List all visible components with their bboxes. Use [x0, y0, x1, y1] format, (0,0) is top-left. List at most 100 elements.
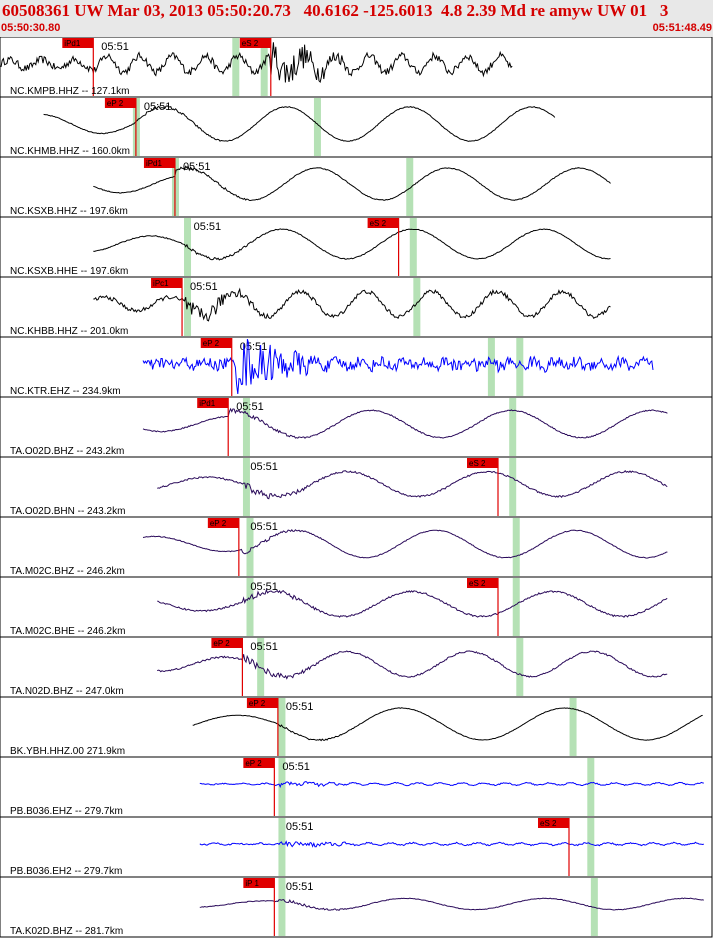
pick-label: iP 1: [245, 879, 259, 888]
pick-box: [243, 758, 275, 768]
time-window-shade: [516, 338, 524, 396]
pick-box: [467, 578, 498, 588]
time-window-shade: [512, 518, 520, 576]
station-label: NC.KHMB.HHZ -- 160.0km: [10, 146, 130, 157]
station-label: TA.M02C.BHZ -- 246.2km: [10, 566, 125, 577]
pick-label: iPd1: [146, 159, 163, 168]
pick-box: [243, 878, 275, 888]
pick-box: [239, 38, 271, 48]
minute-label: 05:51: [194, 221, 222, 233]
pick-box: [467, 458, 498, 468]
pick-box: [62, 38, 94, 48]
trace-panel: 05:51 eP 2 TA.N02D.BHZ -- 247.0km: [0, 636, 713, 698]
waveform-trace: [157, 588, 668, 618]
minute-label: 05:51: [282, 761, 310, 773]
station-label: TA.K02D.BHZ -- 281.7km: [10, 926, 123, 937]
trace-panel: 05:51 iPc1 NC.KHBB.HHZ -- 201.0km: [0, 276, 713, 338]
panel-frame: [0, 876, 713, 938]
pick-label: eP 2: [107, 99, 124, 108]
time-window-shade: [246, 518, 254, 576]
trace-panel: 05:51 eS 2 TA.M02C.BHE -- 246.2km: [0, 576, 713, 638]
pick-box: [538, 818, 569, 828]
station-label: TA.N02D.BHZ -- 247.0km: [10, 686, 124, 697]
waveform-trace: [199, 781, 704, 788]
trace-panel: 05:51 iPd1 TA.O02D.BHZ -- 243.2km: [0, 396, 713, 458]
pick-label: eP 2: [245, 759, 262, 768]
time-window-shade: [512, 578, 520, 636]
waveform-trace: [93, 165, 611, 202]
pick-box: [211, 638, 243, 648]
pick-label: eS 2: [469, 459, 486, 468]
pick-box: [246, 698, 278, 708]
pick-label: eS 2: [242, 39, 259, 48]
pick-label: iPd1: [199, 399, 216, 408]
station-label: NC.KHBB.HHZ -- 201.0km: [10, 326, 128, 337]
station-label: TA.O02D.BHN -- 243.2km: [10, 506, 125, 517]
station-label: NC.KMPB.HHZ -- 127.1km: [10, 86, 129, 97]
waveform-trace: [157, 470, 668, 500]
pick-box: [200, 338, 232, 348]
time-window-shade: [278, 878, 286, 936]
minute-label: 05:51: [286, 821, 314, 833]
pick-label: eP 2: [210, 519, 227, 528]
waveform-trace: [93, 287, 611, 322]
time-window-shade: [260, 38, 268, 96]
station-label: TA.M02C.BHE -- 246.2km: [10, 626, 125, 637]
time-window-shade: [257, 638, 265, 696]
waveform-trace: [156, 650, 668, 680]
waveform-trace: [142, 528, 668, 559]
waveform-trace: [0, 42, 513, 83]
start-time: 05:50:30.80: [1, 22, 61, 34]
station-label: NC.KTR.EHZ -- 234.9km: [10, 386, 121, 397]
time-window-shade: [569, 698, 577, 756]
minute-label: 05:51: [101, 41, 129, 53]
waveform-trace: [199, 897, 704, 912]
pick-box: [151, 278, 183, 288]
trace-panel: 05:51 eP 2 BK.YBH.HHZ.00 271.9km: [0, 696, 713, 758]
trace-panel: 05:51 eS 2 PB.B036.EH2 -- 279.7km: [0, 816, 713, 878]
minute-label: 05:51: [250, 581, 278, 593]
time-window-shade: [413, 278, 421, 336]
trace-panel: 05:51 eS 2 TA.O02D.BHN -- 243.2km: [0, 456, 713, 518]
time-window-shade: [242, 398, 250, 456]
minute-label: 05:51: [250, 641, 278, 653]
trace-panel: 05:51 eS 2 NC.KSXB.HHE -- 197.6km: [0, 216, 713, 278]
time-window-shade: [232, 38, 240, 96]
event-title: 60508361 UW Mar 03, 2013 05:50:20.73 40.…: [2, 1, 669, 20]
time-window-shade: [509, 458, 517, 516]
station-label: NC.KSXB.HHE -- 197.6km: [10, 266, 128, 277]
pick-label: iPd1: [64, 39, 81, 48]
waveform-trace: [142, 338, 654, 394]
pick-box: [143, 158, 175, 168]
pick-label: iPc1: [153, 279, 169, 288]
pick-label: eP 2: [249, 699, 266, 708]
station-label: PB.B036.EH2 -- 279.7km: [10, 866, 122, 877]
pick-box: [207, 518, 239, 528]
waveform-trace: [199, 840, 704, 848]
time-window-shade: [516, 638, 524, 696]
time-window-shade: [409, 218, 417, 276]
pick-label: eP 2: [203, 339, 220, 348]
time-window-shade: [278, 758, 286, 816]
pick-label: eS 2: [540, 819, 557, 828]
pick-box: [104, 98, 136, 108]
time-window-shade: [313, 98, 321, 156]
time-window-shade: [587, 818, 595, 876]
time-window-shade: [487, 338, 495, 396]
pick-box: [197, 398, 229, 408]
end-time: 05:51:48.49: [652, 22, 712, 34]
trace-panel: 05:51 eP 2 TA.M02C.BHZ -- 246.2km: [0, 516, 713, 578]
minute-label: 05:51: [286, 881, 314, 893]
minute-label: 05:51: [286, 701, 314, 713]
time-window-shade: [246, 578, 254, 636]
trace-panel: 05:51 iP 1 TA.K02D.BHZ -- 281.7km: [0, 876, 713, 938]
minute-label: 05:51: [250, 521, 278, 533]
time-window-shade: [278, 698, 286, 756]
time-window-shade: [587, 758, 595, 816]
pick-label: eP 2: [213, 639, 230, 648]
trace-panel: 05:51 iPd1 eS 2 NC.KMPB.HHZ -- 127.1km: [0, 37, 713, 98]
